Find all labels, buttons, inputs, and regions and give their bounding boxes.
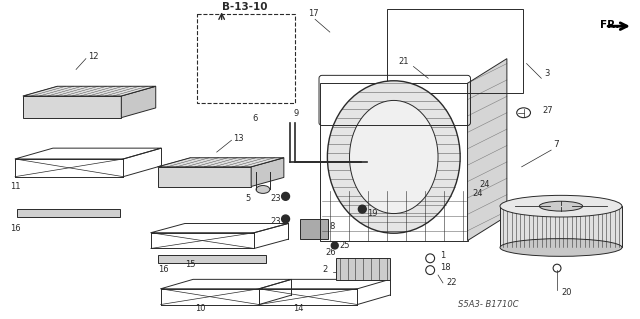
Text: 16: 16 <box>157 265 168 274</box>
Text: 17: 17 <box>308 9 319 18</box>
Text: 12: 12 <box>88 52 99 61</box>
Polygon shape <box>468 59 507 241</box>
Text: 9: 9 <box>294 109 299 118</box>
Text: 10: 10 <box>195 304 205 314</box>
Text: 23: 23 <box>271 217 282 226</box>
Text: S5A3- B1710C: S5A3- B1710C <box>458 300 518 309</box>
Text: 24: 24 <box>472 189 483 198</box>
Bar <box>387 10 523 93</box>
Bar <box>336 258 390 280</box>
Polygon shape <box>122 86 156 118</box>
Text: 24: 24 <box>479 180 490 189</box>
Text: 2: 2 <box>322 265 327 274</box>
Text: 8: 8 <box>330 222 335 231</box>
Polygon shape <box>157 167 251 187</box>
Text: 23: 23 <box>271 194 282 203</box>
Polygon shape <box>157 158 284 167</box>
Ellipse shape <box>540 201 582 211</box>
Text: 25: 25 <box>340 241 350 250</box>
Text: 5: 5 <box>246 194 251 203</box>
Text: 13: 13 <box>234 134 244 143</box>
Circle shape <box>332 242 338 249</box>
Circle shape <box>282 192 289 200</box>
Circle shape <box>282 215 289 223</box>
Text: 15: 15 <box>185 260 195 269</box>
Text: 27: 27 <box>542 106 553 115</box>
Polygon shape <box>17 209 120 217</box>
Text: 3: 3 <box>544 69 550 78</box>
Text: 11: 11 <box>10 182 20 191</box>
Polygon shape <box>251 158 284 187</box>
Polygon shape <box>23 96 122 118</box>
Circle shape <box>358 205 366 213</box>
Text: 22: 22 <box>446 278 456 287</box>
Bar <box>197 14 296 103</box>
Text: 16: 16 <box>10 224 20 233</box>
Text: FR.: FR. <box>600 20 620 30</box>
Ellipse shape <box>256 168 270 176</box>
Text: 14: 14 <box>293 304 303 314</box>
Polygon shape <box>500 206 622 248</box>
Text: 6: 6 <box>252 114 258 122</box>
Text: 20: 20 <box>561 288 572 297</box>
Polygon shape <box>157 255 266 263</box>
Text: 18: 18 <box>440 263 451 272</box>
Ellipse shape <box>500 239 622 256</box>
Ellipse shape <box>349 100 438 213</box>
Text: 21: 21 <box>399 56 409 65</box>
Text: 7: 7 <box>553 140 559 149</box>
Text: 1: 1 <box>440 251 445 260</box>
Ellipse shape <box>328 81 460 233</box>
Text: B-13-10: B-13-10 <box>221 3 267 12</box>
Ellipse shape <box>500 195 622 217</box>
Polygon shape <box>23 86 156 96</box>
Ellipse shape <box>256 186 270 193</box>
Bar <box>300 219 328 239</box>
Text: 19: 19 <box>367 209 378 218</box>
Text: 26: 26 <box>325 249 335 257</box>
